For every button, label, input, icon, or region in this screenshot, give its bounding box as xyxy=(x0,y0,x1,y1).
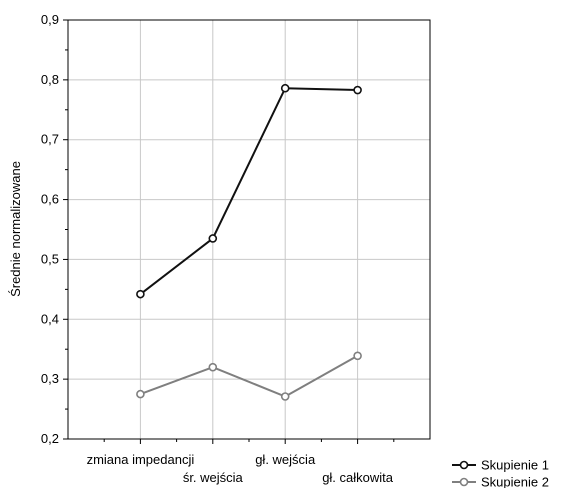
y-tick-label: 0,4 xyxy=(41,311,59,326)
y-axis: 0,2 0,3 0,4 0,5 0,6 0,7 0,8 0,9 xyxy=(41,12,68,446)
series-line-2 xyxy=(140,354,359,398)
series-1-point xyxy=(136,289,145,299)
plot-area xyxy=(68,20,430,439)
y-tick-label: 0,7 xyxy=(41,132,59,147)
grid xyxy=(68,20,430,439)
legend-label: Skupienie 2 xyxy=(481,475,549,488)
series-line-1 xyxy=(139,87,358,295)
legend-label: Skupienie 1 xyxy=(481,458,549,473)
y-tick-label: 0,5 xyxy=(41,251,59,266)
x-tick-label: zmiana impedancji xyxy=(87,452,195,467)
y-tick-label: 0,8 xyxy=(41,72,59,87)
series-1-point xyxy=(280,83,290,93)
series-2-point xyxy=(208,362,218,372)
y-tick-label: 0,3 xyxy=(41,371,59,386)
series-2-point xyxy=(280,392,290,401)
series-1-point xyxy=(208,234,218,243)
x-tick-label: śr. wejścia xyxy=(183,470,244,485)
series-layer xyxy=(136,83,362,401)
series-2-point xyxy=(136,389,145,399)
y-tick-label: 0,6 xyxy=(41,192,59,207)
y-axis-label: Średnie normalizowane xyxy=(8,161,23,297)
legend: Skupienie 1 Skupienie 2 xyxy=(452,458,549,488)
legend-swatch-marker xyxy=(459,460,469,470)
x-tick-label: gł. wejścia xyxy=(255,452,316,467)
series-2-point xyxy=(353,351,362,361)
y-tick-label: 0,9 xyxy=(41,12,59,27)
x-axis: zmiana impedancji śr. wejścia gł. wejścia g… xyxy=(87,439,395,485)
series-1-point xyxy=(353,85,362,95)
x-tick-label: gł. całkowita xyxy=(322,470,394,485)
legend-swatch-marker xyxy=(459,477,469,487)
y-tick-label: 0,2 xyxy=(41,431,59,446)
